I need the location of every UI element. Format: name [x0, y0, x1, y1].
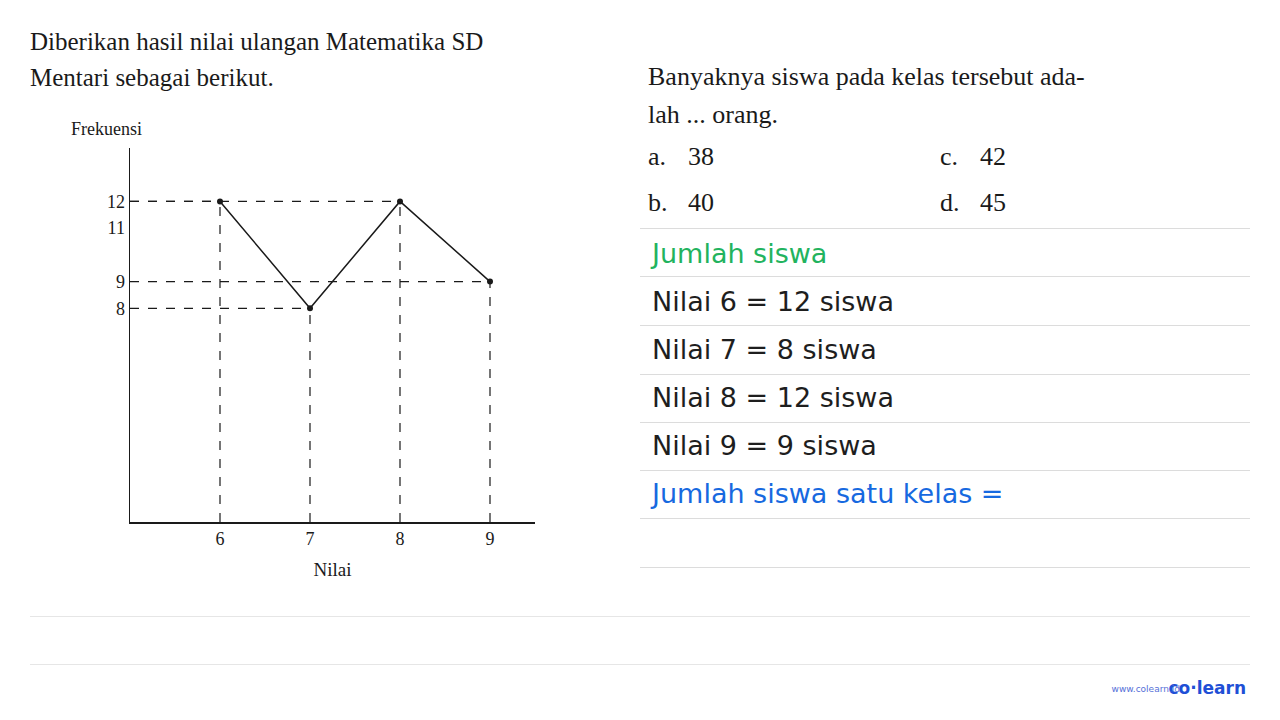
html-text:Banyaknya siswa pada kelas ter: Banyaknya siswa pada kelas tersebut ada-: [648, 62, 1085, 91]
html-text:Nilai 9 = 9 siswa: Nilai 9 = 9 siswa: [652, 430, 877, 461]
svg-text:7: 7: [306, 529, 315, 549]
svg-text:9: 9: [486, 529, 495, 549]
html-text:Mentari sebagai berikut.: Mentari sebagai berikut.: [30, 64, 274, 91]
html-text:Jumlah siswa: Jumlah siswa: [652, 238, 828, 269]
svg-text:12: 12: [107, 192, 125, 212]
html-text:Nilai 7 = 8 siswa: Nilai 7 = 8 siswa: [652, 334, 877, 365]
html-text:38: 38: [688, 142, 714, 171]
svg-text:Frekuensi: Frekuensi: [71, 119, 142, 139]
svg-text:Nilai: Nilai: [314, 559, 352, 580]
html-text:42: 42: [980, 142, 1006, 171]
html-text:40: 40: [688, 188, 714, 217]
html-text:lah ... orang.: lah ... orang.: [648, 100, 778, 129]
html-text:a.: a.: [648, 142, 666, 171]
html-text:Jumlah siswa satu kelas =: Jumlah siswa satu kelas =: [652, 478, 1004, 509]
html-text:co·learn: co·learn: [1168, 678, 1246, 698]
html-text:c.: c.: [940, 142, 958, 171]
svg-text:9: 9: [116, 272, 125, 292]
html-text:d.: d.: [940, 188, 960, 217]
html-text:Nilai 8 = 12 siswa: Nilai 8 = 12 siswa: [652, 382, 894, 413]
html-text:b.: b.: [648, 188, 668, 217]
svg-text:11: 11: [108, 218, 125, 238]
html-text:www.colearn.id: www.colearn.id: [1111, 684, 1180, 694]
svg-text:6: 6: [216, 529, 225, 549]
html-text:Nilai 6 = 12 siswa: Nilai 6 = 12 siswa: [652, 286, 894, 317]
svg-text:8: 8: [116, 299, 125, 319]
html-text:45: 45: [980, 188, 1006, 217]
svg-text:8: 8: [396, 529, 405, 549]
html-text:Diberikan hasil nilai ulangan: Diberikan hasil nilai ulangan Matematika…: [30, 28, 484, 55]
